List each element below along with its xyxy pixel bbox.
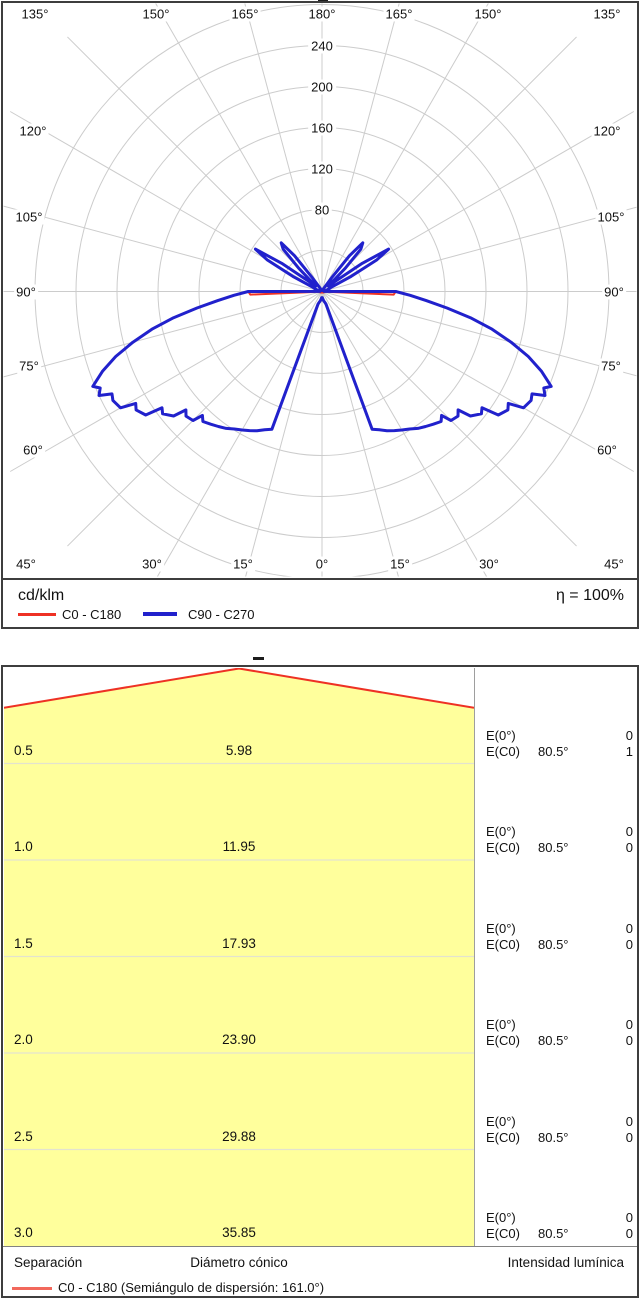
ec0-angle: 80.5° — [538, 936, 569, 952]
cone-column-divider — [474, 668, 475, 1246]
e0-value: 0 — [625, 824, 633, 839]
e0-label: E(0°) — [486, 1210, 516, 1225]
e0-value: 0 — [625, 920, 633, 936]
e0-value: 0 — [625, 727, 633, 743]
separation-value: 2.5 — [14, 1128, 33, 1144]
angle-tick-label: 135° — [591, 6, 623, 22]
cone-beam-area — [4, 668, 474, 1246]
polar-diagram-panel — [1, 1, 639, 629]
angle-tick-label: 180° — [306, 6, 338, 22]
cone-legend-swatch — [12, 1287, 52, 1290]
c90-c270-curve — [91, 241, 553, 433]
ec0-label: E(C0) — [486, 1226, 520, 1241]
radial-tick-label: 240 — [308, 38, 336, 53]
angle-tick-label: 165° — [229, 6, 261, 22]
ec0-label: E(C0) — [486, 936, 520, 952]
radial-tick-label: 120 — [308, 161, 336, 176]
radial-tick-label: 160 — [308, 120, 336, 135]
illuminance-block: E(0°) 0 E(C0) 80.5° 0 — [486, 1114, 633, 1146]
angle-tick-label: 0° — [313, 556, 331, 572]
angle-tick-label: 120° — [591, 123, 623, 139]
angle-tick-label: 60° — [595, 442, 619, 458]
angle-tick-label: 90° — [14, 284, 38, 299]
ec0-angle: 80.5° — [538, 743, 569, 759]
ec0-value: 0 — [625, 1226, 633, 1241]
radial-tick-label: 200 — [308, 79, 336, 94]
legend-label-c0-c180: C0 - C180 — [62, 607, 122, 622]
angle-tick-label: 150° — [472, 6, 504, 22]
footer-col-separation: Separación — [14, 1255, 83, 1270]
ec0-angle: 80.5° — [538, 840, 569, 855]
cone-diameter-value: 5.98 — [225, 742, 253, 758]
legend-swatch-c90-c270 — [143, 612, 177, 616]
e0-label: E(0°) — [486, 1113, 516, 1129]
e0-label: E(0°) — [486, 824, 516, 839]
ec0-angle: 80.5° — [538, 1033, 569, 1048]
angle-tick-label: 30° — [477, 556, 501, 572]
e0-value: 0 — [625, 1017, 633, 1032]
angle-tick-label: 15° — [231, 556, 255, 572]
cone-diameter-value: 11.95 — [222, 839, 256, 854]
ec0-label: E(C0) — [486, 840, 520, 855]
angle-tick-label: 75° — [17, 358, 41, 374]
cone-diameter-value: 17.93 — [222, 935, 256, 951]
e0-label: E(0°) — [486, 920, 516, 936]
angle-tick-label: 120° — [17, 123, 49, 139]
ec0-label: E(C0) — [486, 743, 520, 759]
angle-tick-label: 135° — [19, 6, 51, 22]
illuminance-block: E(0°) 0 E(C0) 80.5° 0 — [486, 824, 633, 856]
angle-tick-label: 90° — [602, 284, 626, 299]
ec0-value: 0 — [625, 936, 633, 952]
legend-label-c90-c270: C90 - C270 — [188, 607, 255, 622]
separation-value: 1.0 — [14, 839, 33, 854]
cone-legend-label: C0 - C180 (Semiángulo de dispersión: 161… — [58, 1280, 325, 1295]
cone-chart-svg — [4, 668, 474, 1246]
unit-label: cd/klm — [18, 587, 65, 604]
polar-curves — [91, 241, 553, 433]
cone-diameter-value: 23.90 — [222, 1032, 256, 1047]
ec0-label: E(C0) — [486, 1129, 520, 1145]
ec0-value: 0 — [625, 1033, 633, 1048]
ec0-value: 0 — [625, 1129, 633, 1145]
efficiency-label: η = 100% — [555, 587, 624, 604]
ec0-value: 0 — [625, 840, 633, 855]
angle-tick-label: 150° — [140, 6, 172, 22]
e0-label: E(0°) — [486, 727, 516, 743]
radial-tick-label: 80 — [311, 202, 333, 217]
illuminance-block: E(0°) 0 E(C0) 80.5° 1 — [486, 728, 633, 760]
e0-label: E(0°) — [486, 1017, 516, 1032]
ec0-angle: 80.5° — [538, 1226, 569, 1241]
angle-tick-label: 60° — [21, 442, 45, 458]
angle-tick-label: 165° — [383, 6, 415, 22]
angle-tick-label: 45° — [14, 556, 38, 572]
ec0-value: 1 — [625, 743, 633, 759]
separation-value: 1.5 — [14, 935, 33, 951]
cone-beam-boundary-line — [4, 668, 474, 709]
illuminance-block: E(0°) 0 E(C0) 80.5° 0 — [486, 1210, 633, 1242]
ec0-label: E(C0) — [486, 1033, 520, 1048]
angle-tick-label: 30° — [140, 556, 164, 572]
legend-separator-line — [3, 578, 637, 580]
angle-tick-label: 45° — [602, 556, 626, 572]
separation-value: 0.5 — [14, 742, 33, 758]
footer-col-intensity: Intensidad lumínica — [507, 1255, 624, 1270]
cropped-title-artifact-middle — [253, 657, 264, 660]
angle-tick-label: 105° — [13, 209, 45, 225]
ec0-angle: 80.5° — [538, 1129, 569, 1145]
cone-diameter-value: 35.85 — [222, 1225, 256, 1240]
illuminance-block: E(0°) 0 E(C0) 80.5° 0 — [486, 921, 633, 953]
angle-tick-label: 75° — [599, 358, 623, 374]
footer-col-diameter: Diámetro cónico — [190, 1255, 288, 1270]
e0-value: 0 — [625, 1210, 633, 1225]
cone-diameter-value: 29.88 — [222, 1128, 256, 1144]
angle-tick-label: 15° — [388, 556, 412, 572]
illuminance-block: E(0°) 0 E(C0) 80.5° 0 — [486, 1017, 633, 1049]
legend-swatch-c0-c180 — [18, 613, 56, 616]
separation-value: 3.0 — [14, 1225, 33, 1240]
separation-value: 2.0 — [14, 1032, 33, 1047]
e0-value: 0 — [625, 1113, 633, 1129]
angle-tick-label: 105° — [595, 209, 627, 225]
table-bottom-line — [3, 1246, 637, 1247]
